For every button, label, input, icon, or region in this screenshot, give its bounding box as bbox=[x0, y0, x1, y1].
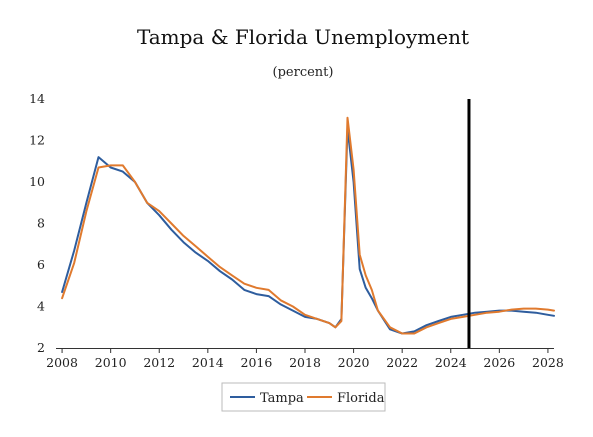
y-tick-label: 4 bbox=[37, 299, 45, 314]
chart-title: Tampa & Florida Unemployment bbox=[137, 25, 469, 49]
y-tick-label: 14 bbox=[29, 91, 45, 106]
y-tick-label: 2 bbox=[37, 340, 45, 355]
y-tick-label: 12 bbox=[29, 133, 45, 148]
legend-label-tampa: Tampa bbox=[260, 391, 304, 406]
x-tick-label: 2026 bbox=[483, 355, 515, 370]
x-tick-label: 2024 bbox=[435, 355, 467, 370]
x-tick-label: 2028 bbox=[532, 355, 564, 370]
x-tick-label: 2014 bbox=[192, 355, 224, 370]
x-axis-ticks: 2008 2010 2012 2014 2016 2018 2020 2022 2024 2026… bbox=[46, 348, 564, 370]
legend-label-florida: Florida bbox=[337, 391, 385, 406]
y-tick-label: 10 bbox=[29, 174, 45, 189]
series-lines bbox=[61, 116, 555, 335]
x-tick-label: 2010 bbox=[95, 355, 127, 370]
x-tick-label: 2008 bbox=[46, 355, 78, 370]
series-line-tampa bbox=[61, 127, 555, 335]
series-line-florida bbox=[61, 116, 555, 335]
chart-subtitle: (percent) bbox=[273, 65, 334, 80]
x-tick-label: 2016 bbox=[241, 355, 273, 370]
y-tick-label: 8 bbox=[37, 216, 45, 231]
legend: Tampa Florida bbox=[221, 382, 386, 412]
x-tick-label: 2018 bbox=[289, 355, 321, 370]
y-tick-label: 6 bbox=[37, 257, 45, 272]
x-tick-label: 2022 bbox=[386, 355, 418, 370]
x-tick-label: 2020 bbox=[338, 355, 370, 370]
x-tick-label: 2012 bbox=[143, 355, 175, 370]
y-axis-ticks: 2 4 6 8 10 12 14 bbox=[29, 91, 45, 355]
